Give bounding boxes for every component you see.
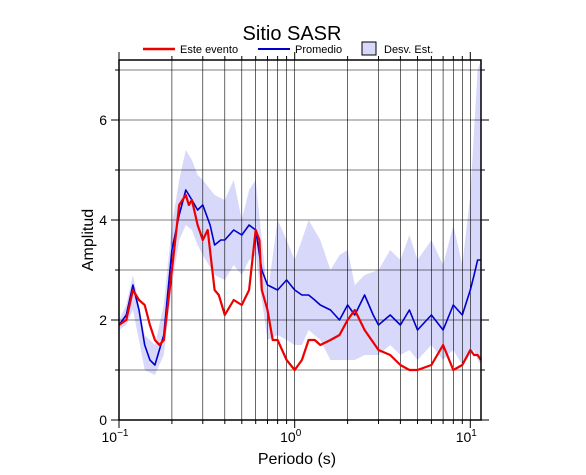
y-tick-label: 6 <box>99 112 107 128</box>
x-axis-label: Periodo (s) <box>258 451 336 468</box>
legend-label-este-evento: Este evento <box>180 44 238 56</box>
y-tick-label: 0 <box>99 412 107 428</box>
legend-label-promedio: Promedio <box>295 44 342 56</box>
x-tick-label: 10−1 <box>102 428 129 445</box>
chart-title: Sitio SASR <box>243 23 342 45</box>
plot-area: 0 2 4 6 10−1 100 101 <box>99 52 489 445</box>
y-axis-label: Amplitud <box>80 209 97 271</box>
y-tick-label: 4 <box>99 212 107 228</box>
series-line-promedio <box>118 189 481 366</box>
legend-label-desv-est: Desv. Est. <box>384 44 433 56</box>
series-line-este-evento <box>118 193 482 372</box>
std-dev-band <box>119 60 481 375</box>
y-tick-label: 2 <box>99 312 107 328</box>
legend-swatch-desv-est <box>361 41 377 56</box>
x-tick-label: 100 <box>280 428 302 445</box>
plot-frame <box>118 59 482 421</box>
legend: Este evento Promedio Desv. Est. <box>143 41 433 56</box>
x-tick-label: 101 <box>456 428 478 445</box>
